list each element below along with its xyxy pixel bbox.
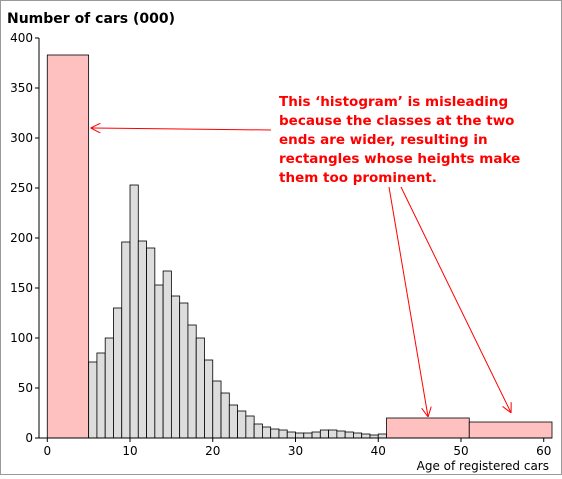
y-tick-label: 250 — [10, 181, 33, 195]
annotation-arrow — [388, 186, 428, 416]
histogram-bar — [195, 337, 205, 439]
histogram-bar — [353, 432, 363, 439]
y-tick-label: 300 — [10, 131, 33, 145]
wide-bin-bar — [468, 421, 553, 439]
x-tick-label: 20 — [205, 444, 220, 458]
histogram-bar — [344, 431, 354, 439]
x-tick-label: 50 — [453, 444, 468, 458]
histogram-bar — [336, 430, 346, 439]
y-tick-label: 50 — [18, 381, 33, 395]
histogram-bar — [253, 423, 263, 439]
histogram-bar — [295, 432, 305, 439]
y-tick-label: 150 — [10, 281, 33, 295]
histogram-bar — [104, 337, 114, 439]
histogram-bar — [146, 247, 156, 439]
wide-bin-bar — [46, 54, 90, 439]
histogram-bar — [113, 307, 123, 439]
annotation-text-line: because the classes at the two — [279, 113, 514, 129]
annotation-text-line: rectangles whose heights make — [279, 151, 520, 167]
histogram-bar — [96, 352, 106, 439]
histogram-bar — [170, 295, 181, 439]
annotation-text-line: ends are wider, resulting in — [279, 132, 488, 148]
x-tick-label: 40 — [371, 444, 386, 458]
wide-bin-bar — [386, 417, 470, 439]
axes-group: 0 50 100 150 200 250 300 350 400 0 10 20 30 40 50 60 — [10, 31, 552, 458]
x-tick-label: 60 — [536, 444, 551, 458]
annotation-text-line: them too prominent. — [279, 170, 437, 186]
y-tick-label: 0 — [25, 431, 33, 445]
histogram-bar — [88, 361, 98, 439]
histogram-bar — [137, 240, 147, 439]
annotation-arrow — [400, 186, 511, 412]
histogram-bar — [319, 429, 329, 439]
histogram-bar — [228, 404, 238, 439]
histogram-bar — [286, 431, 296, 439]
histogram-bar — [361, 433, 371, 439]
y-tick-label: 100 — [10, 331, 33, 345]
histogram-bar — [303, 432, 313, 439]
histogram-bar — [311, 431, 321, 439]
histogram-bar — [237, 410, 247, 439]
annotation-group: This ‘histogram’ is misleading because th… — [92, 94, 520, 416]
histogram-bar — [154, 284, 164, 439]
histogram-bar — [204, 359, 214, 439]
histogram-bar — [212, 380, 222, 439]
histogram-bar — [162, 270, 172, 439]
annotation-text-line: This ‘histogram’ is misleading — [279, 94, 508, 110]
histogram-bar — [270, 428, 280, 439]
histogram-bar — [121, 241, 131, 439]
y-axis-title: Number of cars (000) — [7, 11, 175, 27]
histogram-bar — [261, 426, 272, 439]
x-axis-title: Age of registered cars — [417, 459, 549, 473]
x-tick-label: 0 — [43, 444, 51, 458]
histogram-bar — [278, 429, 288, 439]
histogram-bar — [245, 415, 255, 439]
annotation-arrow — [92, 128, 272, 130]
x-tick-label: 10 — [122, 444, 137, 458]
histogram-bar — [377, 433, 387, 439]
histogram-bar — [328, 429, 338, 439]
y-tick-label: 350 — [10, 81, 33, 95]
y-tick-label: 400 — [10, 31, 33, 45]
histogram-bar — [187, 324, 197, 439]
histogram-bar — [179, 302, 189, 439]
x-tick-label: 30 — [288, 444, 303, 458]
histogram-bar — [129, 184, 139, 439]
y-tick-label: 200 — [10, 231, 33, 245]
histogram-bar — [220, 392, 230, 439]
